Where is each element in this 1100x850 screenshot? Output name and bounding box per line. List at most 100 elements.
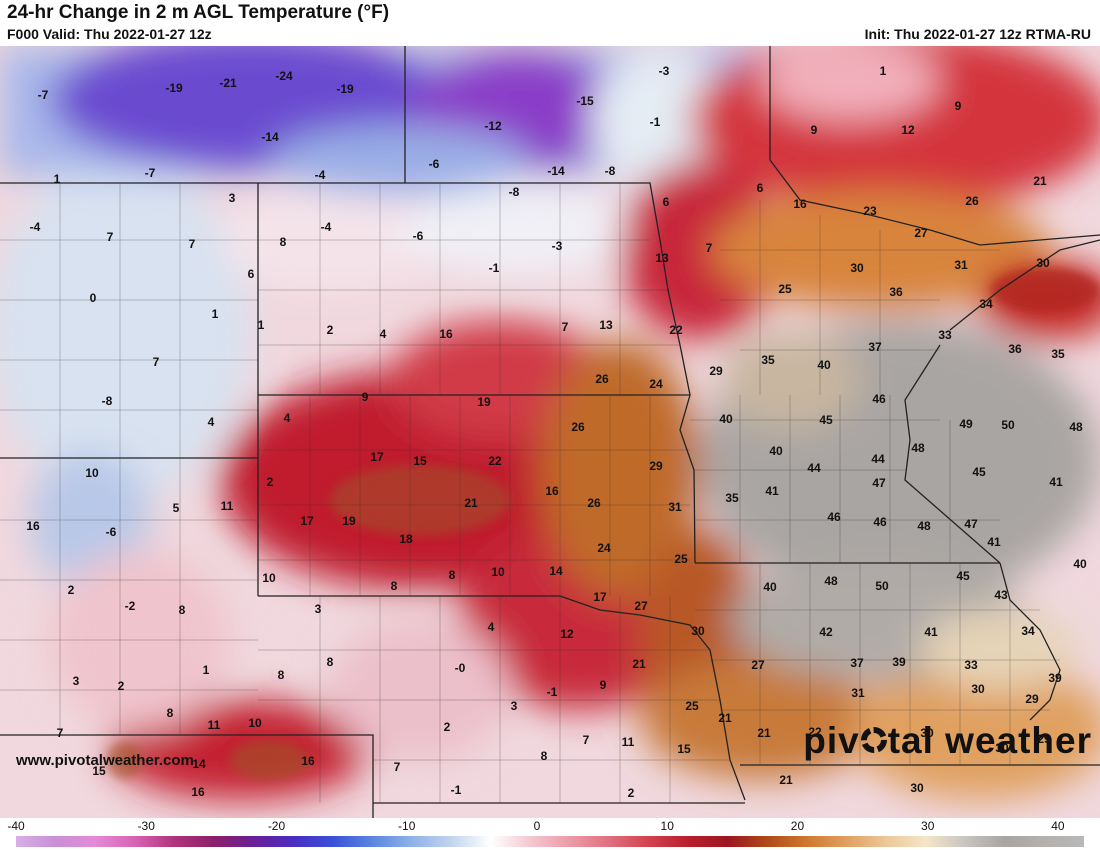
temperature-label: 48 <box>911 441 925 455</box>
temperature-label: 6 <box>247 267 255 281</box>
temperature-label: 7 <box>56 726 64 740</box>
temperature-label: 3 <box>228 191 236 205</box>
temperature-label: 45 <box>972 465 986 479</box>
temperature-label: 17 <box>593 590 607 604</box>
temperature-label: 12 <box>901 123 915 137</box>
temperature-label: 11 <box>207 718 221 732</box>
temperature-label: 30 <box>995 741 1009 755</box>
temperature-label: 30 <box>850 261 864 275</box>
temperature-label: 22 <box>488 454 502 468</box>
temperature-change-map[interactable]: -7 -19 -21 -24 -19 -3 1 -15 -12 -1 9 -14 9 12 -6 -14 -8 1… <box>0 46 1100 818</box>
temperature-label: 15 <box>677 742 691 756</box>
temperature-label: 49 <box>959 417 973 431</box>
temperature-label: 7 <box>393 760 401 774</box>
temperature-label: 3 <box>510 699 518 713</box>
color-scale-tick: 40 <box>1051 819 1065 833</box>
temperature-label: 31 <box>851 686 865 700</box>
temperature-label: 45 <box>819 413 833 427</box>
sun-gear-icon <box>860 727 887 754</box>
temperature-label: 29 <box>649 459 663 473</box>
temperature-label: 31 <box>954 258 968 272</box>
map-background <box>0 46 1100 818</box>
temperature-label: 9 <box>361 390 369 404</box>
temperature-label: 16 <box>793 197 807 211</box>
temperature-label: -19 <box>165 81 183 95</box>
temperature-label: 1 <box>879 64 887 78</box>
temperature-label: 26 <box>965 194 979 208</box>
color-scale-tick: 20 <box>790 819 805 833</box>
temperature-label: 21 <box>718 711 732 725</box>
temperature-label: 30 <box>691 624 705 638</box>
temperature-label: -1 <box>546 685 558 699</box>
temperature-label: -6 <box>105 525 117 539</box>
temperature-label: 1 <box>257 318 265 332</box>
temperature-label: 41 <box>765 484 779 498</box>
temperature-label: 11 <box>220 499 234 513</box>
temperature-label: 6 <box>662 195 670 209</box>
temperature-label: 30 <box>1036 256 1050 270</box>
temperature-label: 14 <box>549 564 563 578</box>
temperature-label: 7 <box>561 320 569 334</box>
temperature-label: 34 <box>1021 624 1035 638</box>
temperature-label: 7 <box>582 733 590 747</box>
temperature-label: 47 <box>964 517 978 531</box>
temperature-label: 36 <box>889 285 903 299</box>
temperature-label: 17 <box>370 450 384 464</box>
temperature-label: 33 <box>938 328 952 342</box>
temperature-label: -14 <box>261 130 279 144</box>
temperature-label: 39 <box>892 655 906 669</box>
temperature-label: 27 <box>634 599 648 613</box>
temperature-label: 30 <box>971 682 985 696</box>
temperature-label: 14 <box>192 757 206 771</box>
color-scale-bar <box>16 836 1084 847</box>
temperature-label: 12 <box>560 627 574 641</box>
temperature-label: 15 <box>92 764 106 778</box>
temperature-label: 22 <box>808 725 822 739</box>
temperature-label: -6 <box>412 229 424 243</box>
temperature-label: 23 <box>863 204 877 218</box>
temperature-label: 31 <box>668 500 682 514</box>
temperature-label: 5 <box>172 501 180 515</box>
color-scale-tick: -10 <box>398 819 416 833</box>
temperature-label: 26 <box>595 372 609 386</box>
temperature-label: 30 <box>920 726 934 740</box>
logo-text-start: piv <box>803 720 860 761</box>
temperature-label: 7 <box>106 230 114 244</box>
temperature-label: 21 <box>632 657 646 671</box>
temperature-label: 29 <box>1037 732 1051 746</box>
temperature-label: 22 <box>669 323 683 337</box>
temperature-label: 40 <box>817 358 831 372</box>
temperature-label: -24 <box>275 69 293 83</box>
temperature-label: 25 <box>778 282 792 296</box>
color-scale-tick: 30 <box>921 819 935 833</box>
temperature-label: 39 <box>1048 671 1062 685</box>
temperature-label: -19 <box>336 82 354 96</box>
temperature-label: -8 <box>508 185 520 199</box>
temperature-label: 8 <box>326 655 334 669</box>
color-scale-tick: 0 <box>533 819 541 833</box>
temperature-label: -1 <box>450 783 462 797</box>
temperature-label: 8 <box>178 603 186 617</box>
temperature-label: -12 <box>484 119 502 133</box>
temperature-label: 13 <box>655 251 669 265</box>
temperature-label: 21 <box>464 496 478 510</box>
temperature-label: 47 <box>872 476 886 490</box>
temperature-label: -14 <box>547 164 565 178</box>
temperature-label: 16 <box>26 519 40 533</box>
temperature-label: 19 <box>477 395 491 409</box>
temperature-label: 44 <box>807 461 821 475</box>
temperature-label: 16 <box>301 754 315 768</box>
temperature-label: 8 <box>279 235 287 249</box>
temperature-label: 7 <box>152 355 160 369</box>
temperature-label: 1 <box>202 663 210 677</box>
temperature-label: -6 <box>428 157 440 171</box>
temperature-label: 34 <box>979 297 993 311</box>
temperature-label: 41 <box>1049 475 1063 489</box>
temperature-label: 7 <box>188 237 196 251</box>
temperature-label: 1 <box>53 172 61 186</box>
temperature-label: 40 <box>1073 557 1087 571</box>
color-scale-tick: -40 <box>7 819 25 833</box>
temperature-label: 46 <box>827 510 841 524</box>
temperature-label: 2 <box>443 720 451 734</box>
temperature-label: -4 <box>320 220 332 234</box>
